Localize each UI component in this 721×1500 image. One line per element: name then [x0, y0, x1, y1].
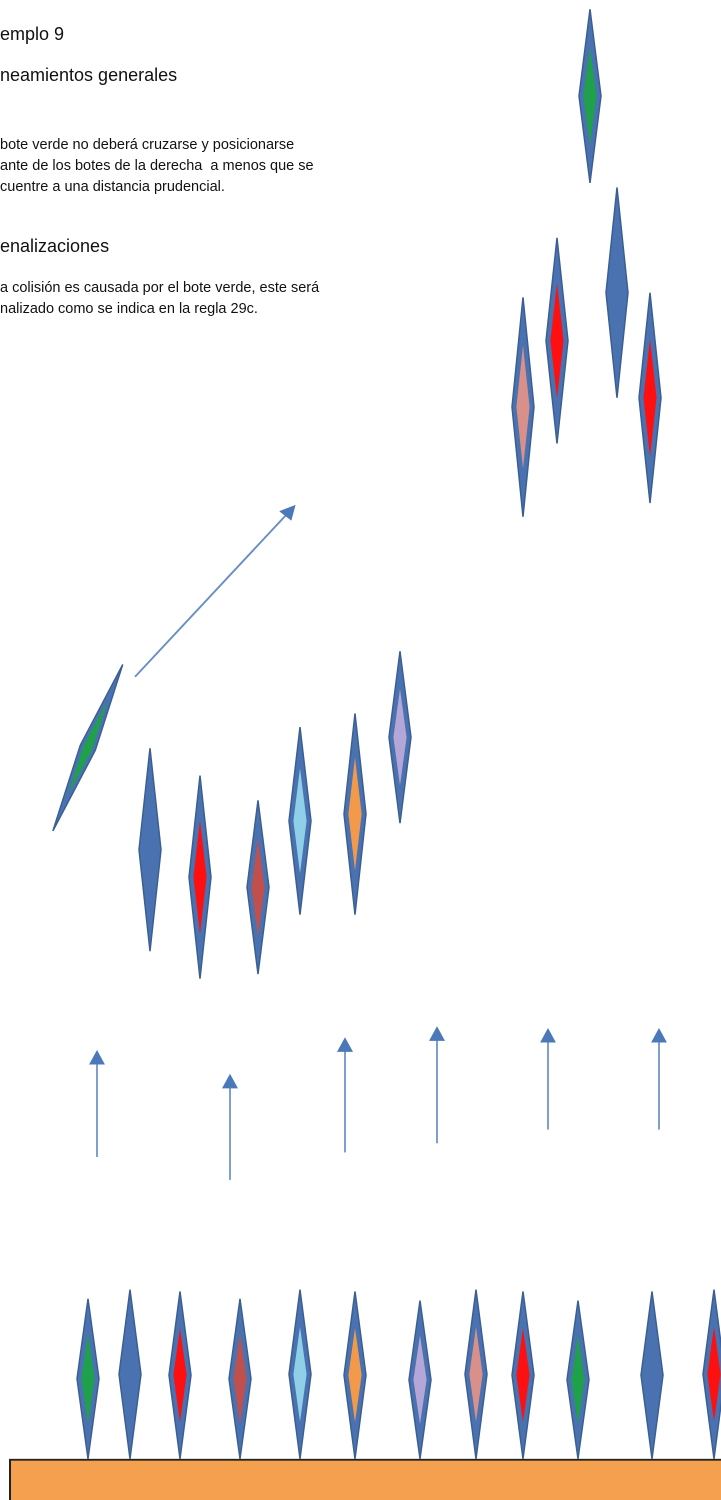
dock — [9, 1458, 721, 1500]
boat — [76, 1298, 100, 1459]
boat — [511, 1291, 535, 1459]
text-line: bote verde no deberá cruzarse y posicion… — [0, 137, 295, 153]
title: emplo 9 — [0, 24, 65, 44]
boat — [343, 713, 367, 915]
boat — [288, 1289, 312, 1459]
boat — [388, 651, 412, 824]
boat — [118, 1289, 142, 1459]
boat — [246, 800, 270, 975]
course-arrow — [134, 504, 296, 678]
text-line: ante de los botes de la derecha a menos … — [0, 158, 314, 174]
boat — [343, 1291, 367, 1459]
boat — [605, 187, 629, 398]
move-arrows — [89, 1026, 667, 1180]
heading: neamientos generales — [0, 65, 178, 85]
boat — [52, 664, 124, 832]
boat — [566, 1300, 590, 1459]
boat — [188, 775, 212, 979]
boat — [578, 9, 602, 184]
boat — [408, 1300, 432, 1459]
heading: enalizaciones — [0, 236, 110, 256]
boat — [638, 292, 662, 504]
boat — [288, 727, 312, 915]
text-line: nalizado como se indica en la regla 29c. — [0, 301, 258, 317]
boat — [464, 1289, 488, 1459]
text-line: cuentre a una distancia prudencial. — [0, 179, 225, 195]
boat — [702, 1289, 721, 1459]
boat — [138, 748, 162, 952]
boats — [52, 9, 721, 1459]
boat — [168, 1291, 192, 1459]
text-line: a colisión es causada por el bote verde,… — [0, 280, 320, 296]
boat — [640, 1291, 664, 1459]
boat — [545, 237, 569, 444]
boat — [511, 297, 535, 517]
boat — [228, 1298, 252, 1459]
